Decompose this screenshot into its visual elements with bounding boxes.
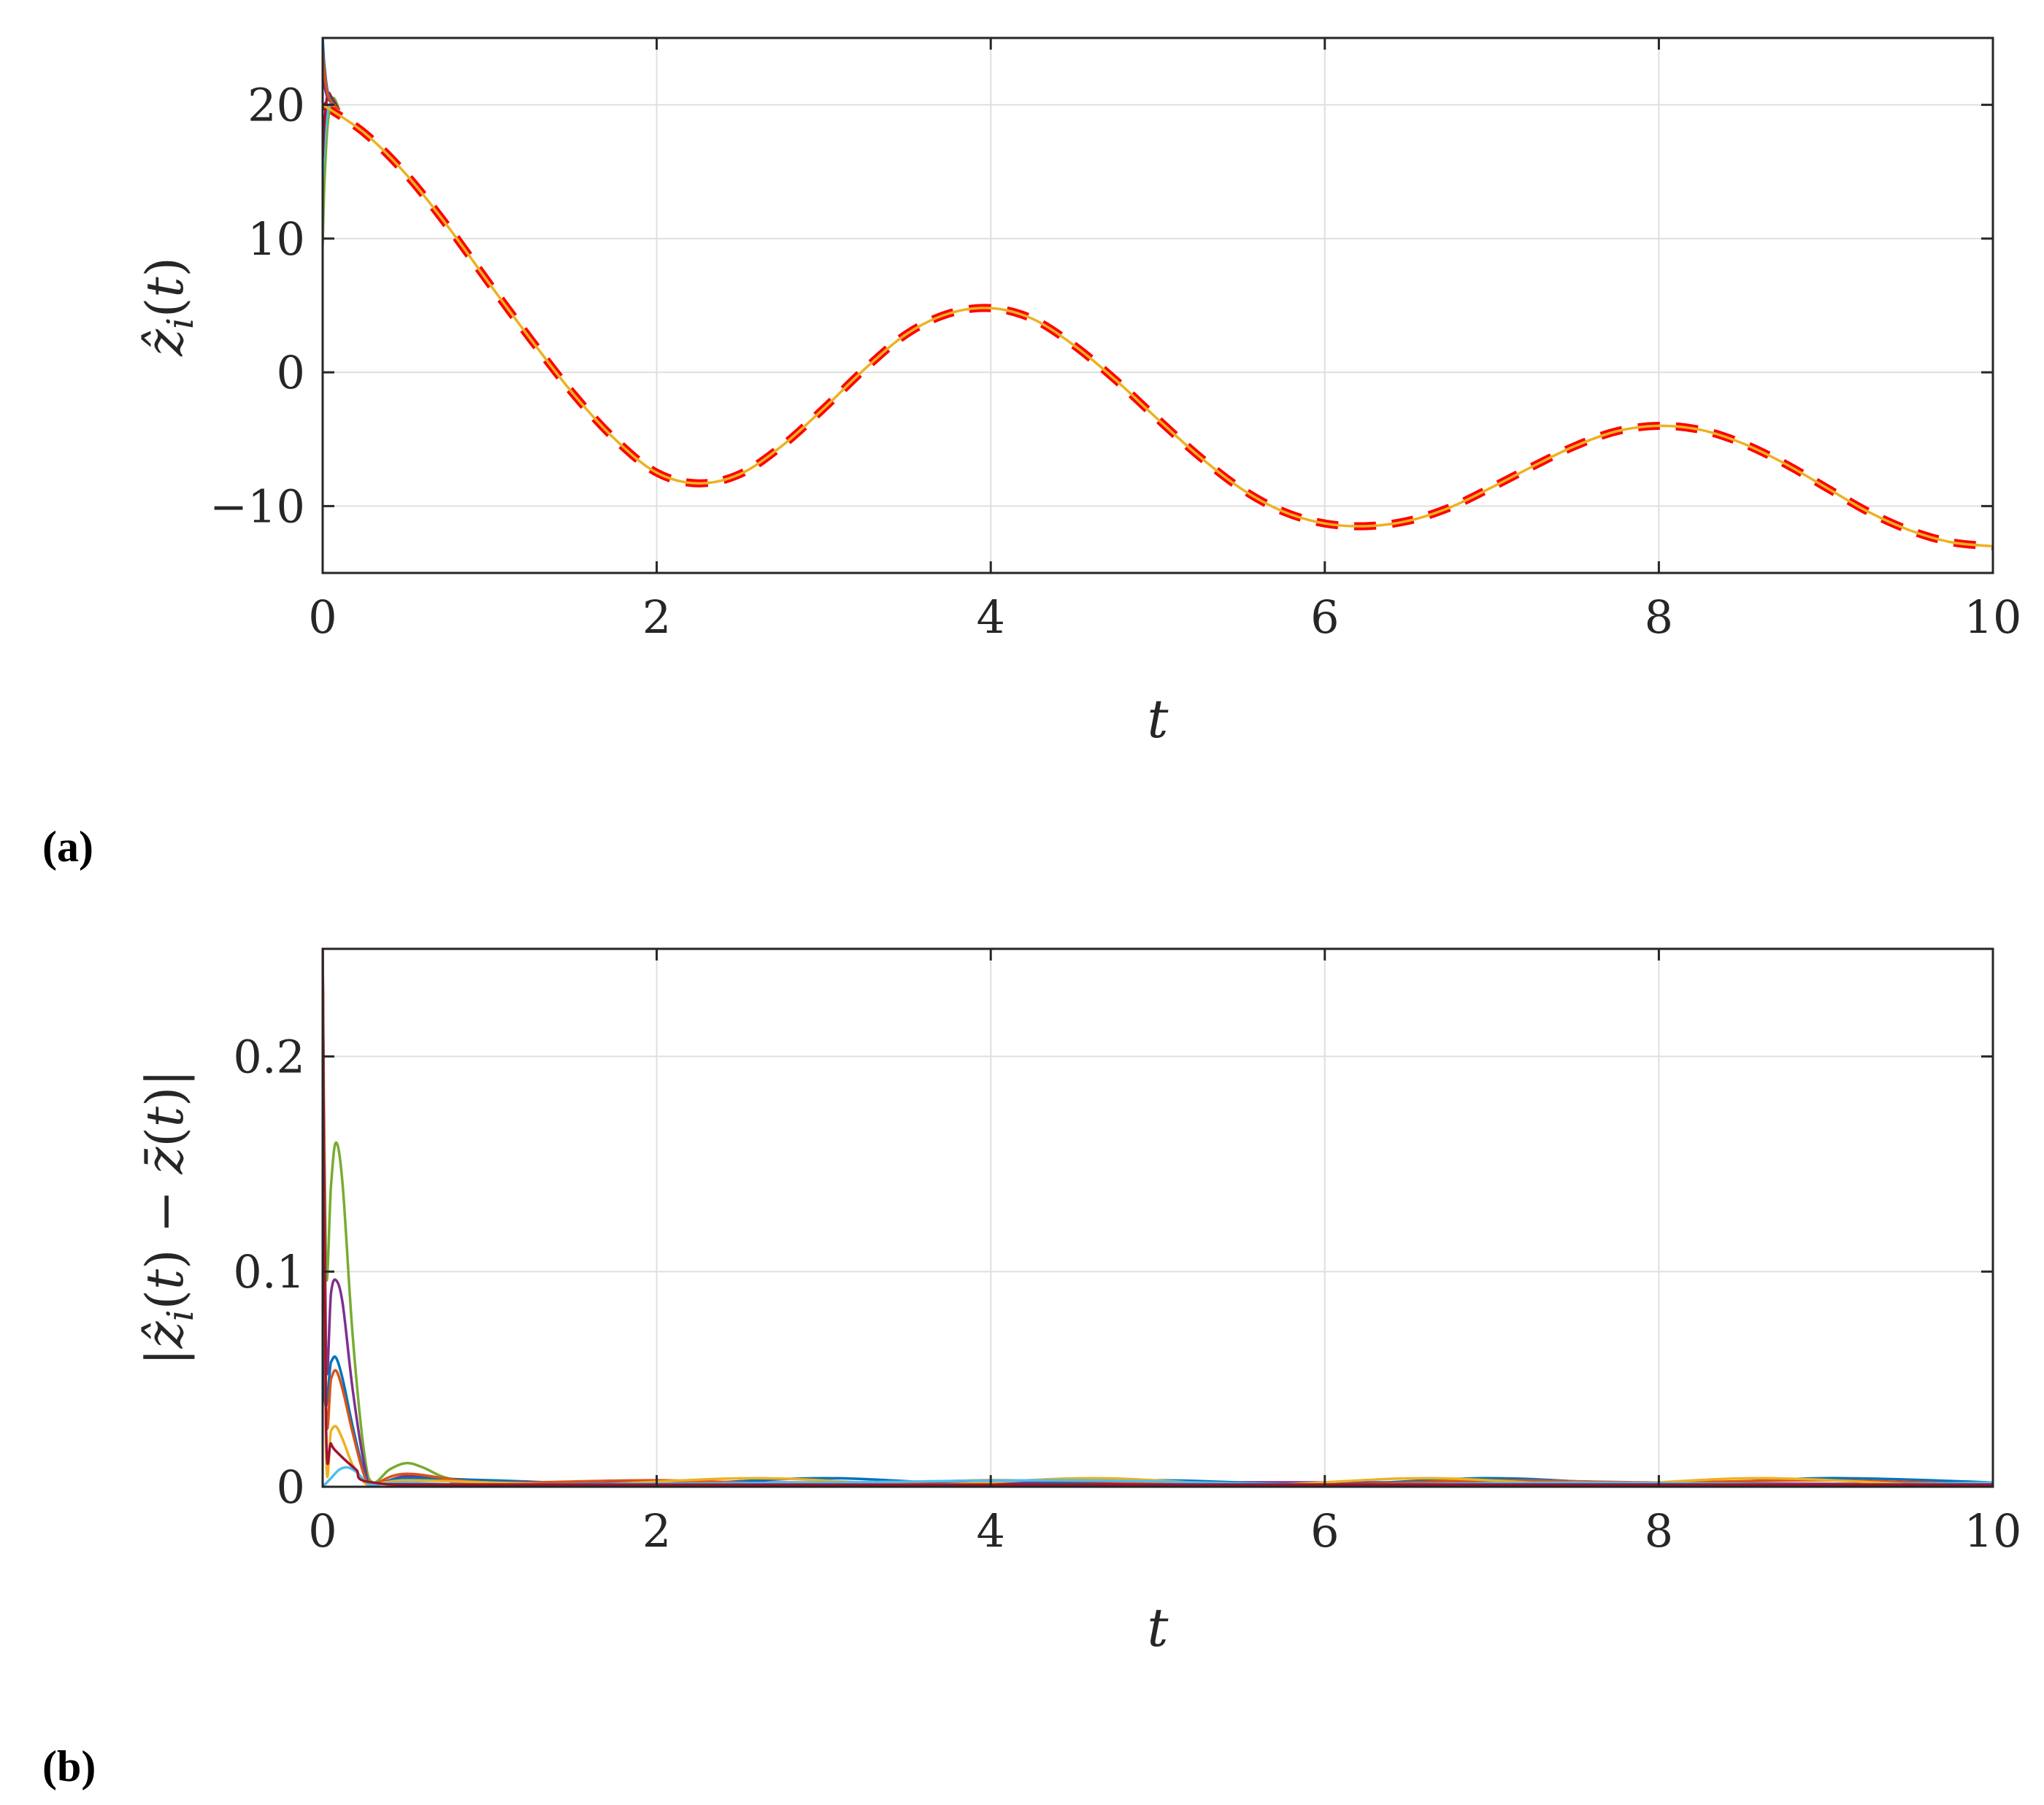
series-line xyxy=(323,949,1993,1486)
x-tick-label: 10 xyxy=(1964,1504,2022,1558)
panel-b: 0 2 4 6 8 10 0 0.1 0.2 t |ẑi(t) − z̄(t)| (b) xyxy=(42,947,2021,1790)
x-tick-label: 2 xyxy=(642,1504,671,1558)
y-tick-label: −10 xyxy=(210,480,305,533)
panel-label-b: (b) xyxy=(42,1742,96,1790)
x-tick-label: 6 xyxy=(1310,1504,1339,1558)
x-axis-label-a: t xyxy=(1148,688,1169,750)
y-tick-label: 0 xyxy=(277,346,305,399)
x-tick-label: 6 xyxy=(1310,590,1339,644)
x-tick-label: 0 xyxy=(308,590,337,644)
series-line xyxy=(323,949,1993,1487)
grid-a xyxy=(323,38,1993,573)
series-b xyxy=(323,949,1993,1487)
panel-label-a: (a) xyxy=(42,823,93,871)
x-tick-label: 0 xyxy=(308,1504,337,1558)
series-line xyxy=(323,949,1993,1487)
series-line xyxy=(323,949,1993,1487)
x-tick-label: 8 xyxy=(1645,590,1673,644)
x-axis-label-b: t xyxy=(1148,1597,1169,1658)
x-tick-label: 4 xyxy=(976,1504,1004,1558)
series-line xyxy=(323,949,1993,1487)
x-tick-label: 8 xyxy=(1645,1504,1673,1558)
axes-box-a xyxy=(321,36,1994,574)
y-tick-label: 0.2 xyxy=(233,1030,305,1083)
x-tick-label: 4 xyxy=(976,590,1004,644)
x-tick-label: 2 xyxy=(642,590,671,644)
panel-a: 0 2 4 6 8 10 −10 0 10 20 t ẑi(t) (a) xyxy=(42,36,2021,871)
y-tick-label: 0.1 xyxy=(233,1245,305,1298)
axes-box-b xyxy=(321,947,1994,1488)
y-tick-label: 20 xyxy=(247,79,305,132)
grid-b xyxy=(323,949,1993,1487)
y-axis-label-b: |ẑi(t) − z̄(t)| xyxy=(135,1069,201,1366)
ticks-a: 0 2 4 6 8 10 −10 0 10 20 xyxy=(210,38,2021,644)
ticks-b: 0 2 4 6 8 10 0 0.1 0.2 xyxy=(233,949,2021,1558)
series-line xyxy=(323,949,1993,1486)
series-line xyxy=(323,104,1993,548)
y-axis-label-a: ẑi(t) xyxy=(135,257,201,357)
series-a xyxy=(323,38,1993,550)
x-tick-label: 10 xyxy=(1964,590,2022,644)
series-line xyxy=(323,101,1993,550)
y-tick-label: 0 xyxy=(277,1460,305,1514)
series-line xyxy=(323,1466,1993,1487)
y-tick-label: 10 xyxy=(247,212,305,266)
